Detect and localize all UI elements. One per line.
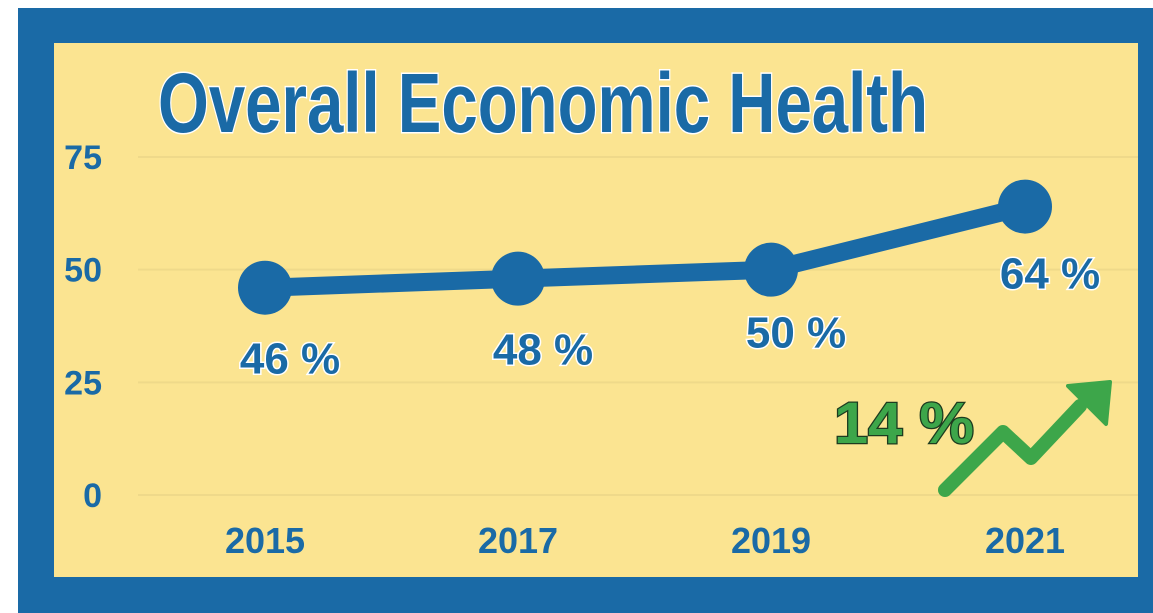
data-label: 48 %	[493, 326, 593, 375]
y-tick-label: 75	[64, 139, 102, 177]
y-tick-label: 50	[64, 252, 102, 290]
series-line-path	[256, 197, 1034, 297]
x-tick-label: 2021	[985, 520, 1065, 561]
trend-up-arrow-icon	[938, 380, 1112, 497]
x-axis-ticks: 2015 2017 2019 2021	[225, 520, 1065, 561]
data-label: 46 %	[240, 335, 340, 384]
data-point	[491, 251, 545, 306]
series-line	[238, 179, 1052, 315]
data-point	[744, 242, 798, 297]
y-axis-ticks: 0 25 50 75	[64, 139, 102, 515]
chart-title: Overall Economic Health	[158, 56, 928, 150]
y-tick-label: 25	[64, 364, 102, 402]
data-labels: 46 % 48 % 50 % 64 %	[238, 248, 1101, 385]
y-tick-label: 0	[83, 477, 102, 515]
data-label: 50 %	[746, 309, 846, 358]
data-point	[238, 260, 292, 315]
x-tick-label: 2017	[478, 520, 558, 561]
data-point	[998, 179, 1052, 234]
x-tick-label: 2019	[731, 520, 811, 561]
change-annotation: 14 %	[834, 391, 974, 456]
data-label: 64 %	[1000, 250, 1100, 299]
x-tick-label: 2015	[225, 520, 305, 561]
chart-panel	[54, 43, 1138, 577]
